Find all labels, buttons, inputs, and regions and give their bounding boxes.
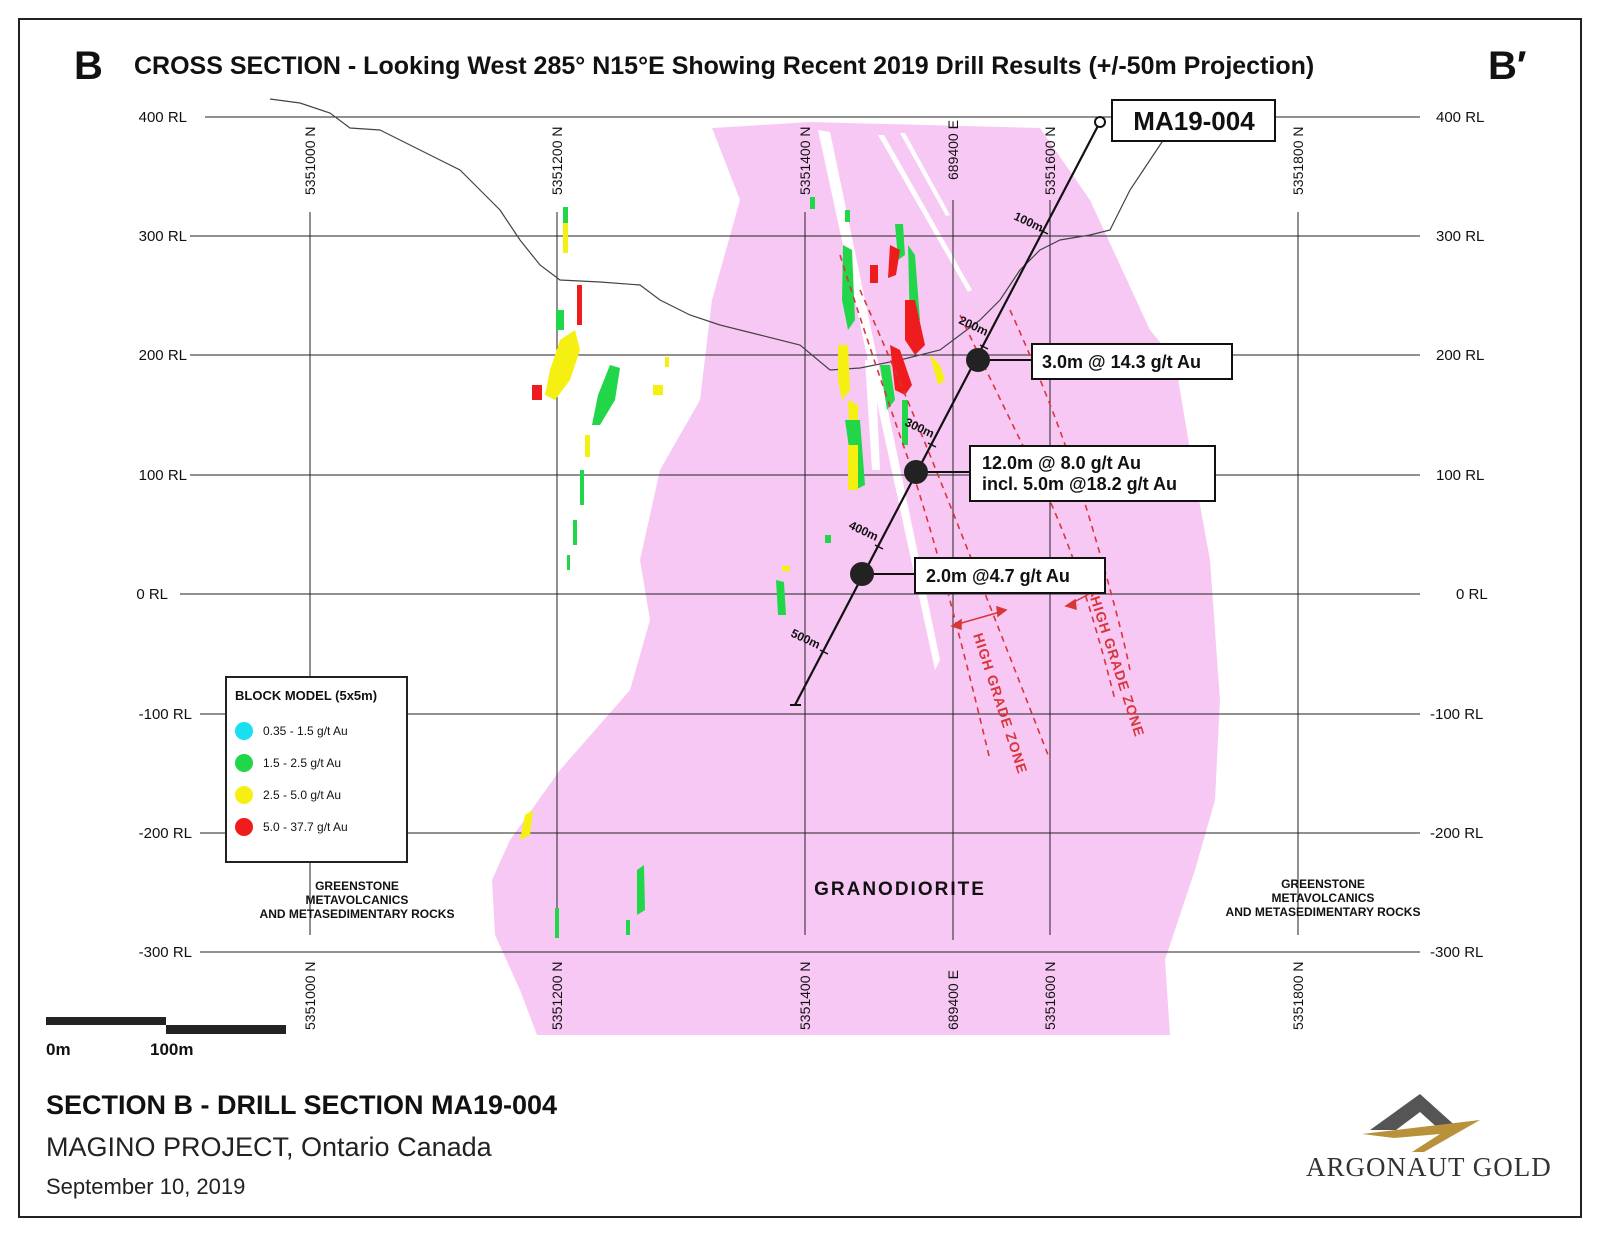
northing-label-bottom: 5351000 N <box>302 961 318 1030</box>
elevation-labels-right: 400 RL 300 RL 200 RL 100 RL 0 RL -100 RL… <box>1430 109 1488 961</box>
granodiorite-label: GRANODIORITE <box>814 879 986 900</box>
svg-text:GREENSTONE: GREENSTONE <box>1281 877 1365 891</box>
rl-label-right: -300 RL <box>1430 944 1483 961</box>
elevation-labels-left: 400 RL 300 RL 200 RL 100 RL 0 RL -100 RL… <box>136 109 192 961</box>
legend-item: 2.5 - 5.0 g/t Au <box>235 779 406 811</box>
rl-label-right: -100 RL <box>1430 706 1483 723</box>
scale-label-start: 0m <box>46 1040 71 1059</box>
legend-label: 2.5 - 5.0 g/t Au <box>263 788 342 802</box>
northing-label-top: 5351800 N <box>1290 126 1306 195</box>
legend-item: 1.5 - 2.5 g/t Au <box>235 747 406 779</box>
rl-label-left: 0 RL <box>136 586 168 603</box>
easting-label-top: 689400 E <box>945 120 961 180</box>
legend-swatch <box>235 754 253 772</box>
intercept-callout-1: 3.0m @ 14.3 g/t Au <box>1031 343 1233 380</box>
footer-date: September 10, 2019 <box>46 1174 246 1199</box>
legend-title: BLOCK MODEL (5x5m) <box>235 688 378 703</box>
intercept-callout-3: 2.0m @4.7 g/t Au <box>914 557 1106 594</box>
northing-label-top: 5351400 N <box>797 126 813 195</box>
legend-item: 0.35 - 1.5 g/t Au <box>235 715 406 747</box>
legend-swatch <box>235 818 253 836</box>
northing-label-top: 5351200 N <box>549 126 565 195</box>
section-label-right: B′ <box>1488 44 1527 88</box>
svg-text:METAVOLCANICS: METAVOLCANICS <box>1272 891 1375 905</box>
rl-label-left: 400 RL <box>139 109 187 126</box>
svg-text:AND METASEDIMENTARY ROCKS: AND METASEDIMENTARY ROCKS <box>260 907 455 921</box>
intercept-text: 2.0m @4.7 g/t Au <box>926 566 1070 586</box>
dike-4 <box>865 360 880 470</box>
rl-label-right: 400 RL <box>1436 109 1484 126</box>
northing-labels-top: 5351000 N 5351200 N 5351400 N 689400 E 5… <box>302 120 1306 195</box>
northing-label-top: 5351600 N <box>1042 126 1058 195</box>
intercept-text: incl. 5.0m @18.2 g/t Au <box>982 474 1177 494</box>
legend-label: 5.0 - 37.7 g/t Au <box>263 820 348 834</box>
dike-3 <box>900 133 950 216</box>
greenstone-label-right: GREENSTONE METAVOLCANICS AND METASEDIMEN… <box>1226 877 1421 919</box>
rl-label-left: 100 RL <box>139 467 187 484</box>
scale-label-end: 100m <box>150 1040 194 1059</box>
rl-label-right: -200 RL <box>1430 825 1483 842</box>
rl-label-left: -200 RL <box>139 825 192 842</box>
legend-item: 5.0 - 37.7 g/t Au <box>235 811 406 843</box>
legend: BLOCK MODEL (5x5m) 0.35 - 1.5 g/t Au 1.5… <box>225 676 408 863</box>
legend-label: 0.35 - 1.5 g/t Au <box>263 724 348 738</box>
argonaut-gold-logo-icon <box>1362 1094 1480 1152</box>
intercept-callout-2: 12.0m @ 8.0 g/t Au incl. 5.0m @18.2 g/t … <box>969 445 1216 502</box>
legend-label: 1.5 - 2.5 g/t Au <box>263 756 342 770</box>
rl-label-right: 0 RL <box>1456 586 1488 603</box>
legend-swatch <box>235 722 253 740</box>
drillhole-trace <box>790 116 1106 706</box>
greenstone-label-left: GREENSTONE METAVOLCANICS AND METASEDIMEN… <box>260 879 455 921</box>
footer-project: MAGINO PROJECT, Ontario Canada <box>46 1132 492 1162</box>
section-label-left: B <box>74 44 103 88</box>
block-model-blocks <box>520 197 945 938</box>
dike-2 <box>878 135 972 292</box>
footer-title: SECTION B - DRILL SECTION MA19-004 <box>46 1090 558 1120</box>
easting-label-bottom: 689400 E <box>945 970 961 1030</box>
legend-swatch <box>235 786 253 804</box>
svg-text:METAVOLCANICS: METAVOLCANICS <box>306 893 409 907</box>
svg-text:GREENSTONE: GREENSTONE <box>315 879 399 893</box>
northing-label-bottom: 5351800 N <box>1290 961 1306 1030</box>
rl-label-right: 100 RL <box>1436 467 1484 484</box>
drillhole-name: MA19-004 <box>1133 106 1255 136</box>
page-frame <box>18 18 1582 1218</box>
topography-line <box>269 98 1171 371</box>
northing-label-bottom: 5351200 N <box>549 961 565 1030</box>
page-title: CROSS SECTION - Looking West 285° N15°E … <box>134 52 1315 80</box>
rl-label-left: 200 RL <box>139 347 187 364</box>
rl-label-left: -100 RL <box>139 706 192 723</box>
rl-label-left: -300 RL <box>139 944 192 961</box>
scale-bar <box>46 1017 286 1034</box>
intercept-markers <box>850 348 1032 586</box>
drillhole-label-box: MA19-004 <box>1111 99 1276 142</box>
rl-label-left: 300 RL <box>139 228 187 245</box>
northing-label-bottom: 5351600 N <box>1042 961 1058 1030</box>
rl-label-right: 300 RL <box>1436 228 1484 245</box>
rl-label-right: 200 RL <box>1436 347 1484 364</box>
northing-labels-bottom: 5351000 N 5351200 N 5351400 N 689400 E 5… <box>302 961 1306 1030</box>
intercept-text: 3.0m @ 14.3 g/t Au <box>1042 352 1201 372</box>
svg-text:AND METASEDIMENTARY ROCKS: AND METASEDIMENTARY ROCKS <box>1226 905 1421 919</box>
northing-label-top: 5351000 N <box>302 126 318 195</box>
intercept-text: 12.0m @ 8.0 g/t Au <box>982 453 1141 473</box>
northing-label-bottom: 5351400 N <box>797 961 813 1030</box>
logo-text: ARGONAUT GOLD <box>1306 1152 1552 1182</box>
